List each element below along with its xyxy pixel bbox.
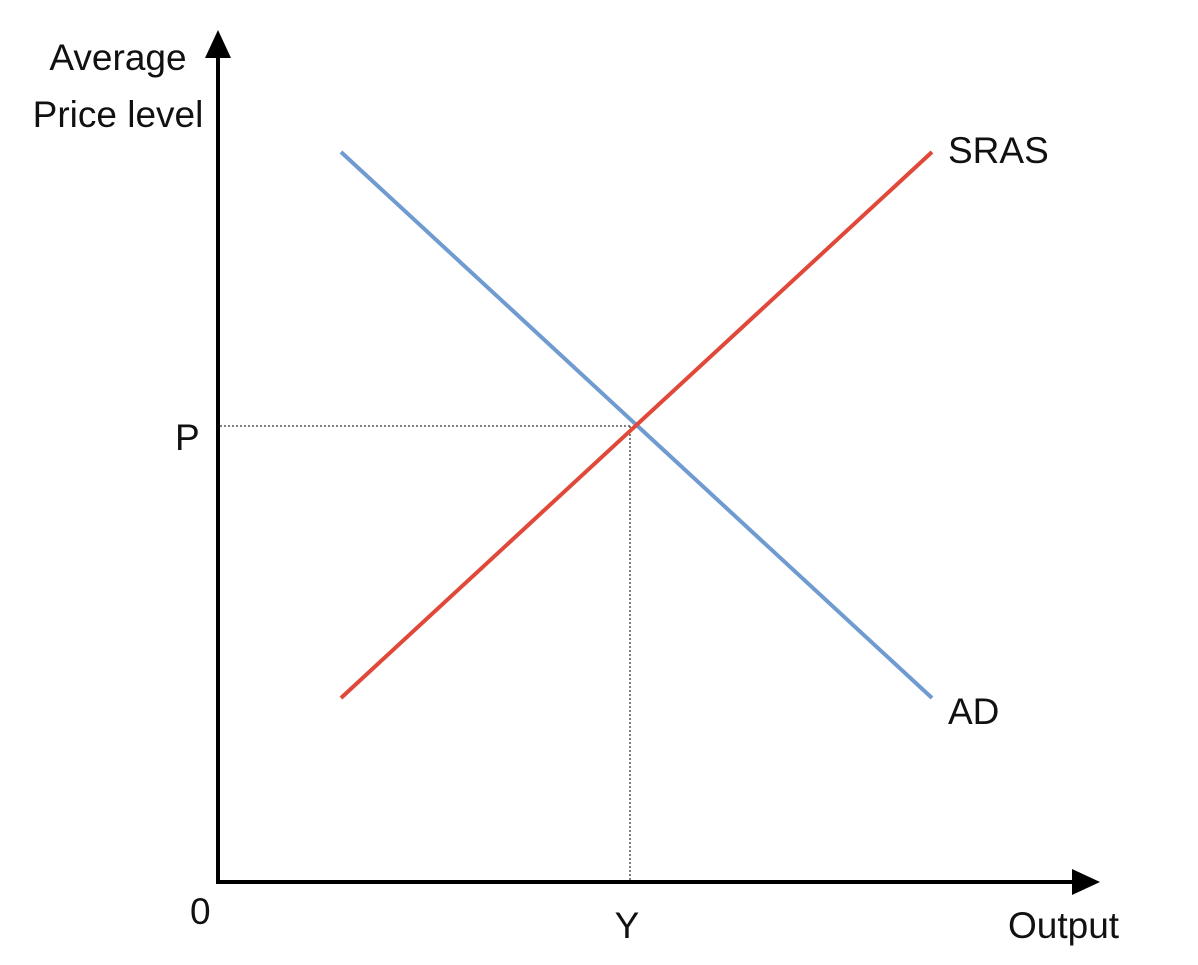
x-axis-arrowhead (1072, 869, 1100, 895)
ad-curve-label: AD (948, 691, 999, 732)
sras-curve-label: SRAS (948, 130, 1049, 171)
x-axis-label: Output (1008, 905, 1120, 946)
output-quantity-label: Y (615, 905, 640, 946)
origin-label: 0 (190, 891, 211, 932)
y-axis-arrowhead (205, 30, 231, 58)
price-label: P (175, 417, 200, 458)
sras-curve (339, 150, 934, 700)
y-axis-label-line2: Price level (33, 94, 204, 135)
y-axis-label-line1: Average (49, 37, 186, 78)
